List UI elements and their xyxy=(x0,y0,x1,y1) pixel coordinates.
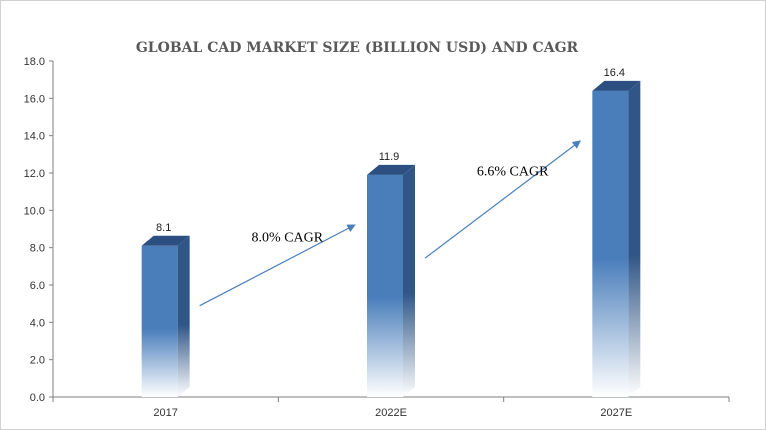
bar-front-face xyxy=(592,90,629,397)
y-tick-label: 0.0 xyxy=(30,392,45,404)
y-tick-label: 14.0 xyxy=(24,131,45,143)
bar-value-label: 16.4 xyxy=(604,67,625,79)
y-tick-label: 4.0 xyxy=(30,317,45,329)
bars: 8.1 11.9 16.4 xyxy=(141,67,641,397)
chart-title: GLOBAL CAD MARKET SIZE (BILLION USD) AND… xyxy=(136,40,579,56)
bar-2022E: 11.9 xyxy=(367,151,415,397)
cagr-label: 8.0% CAGR xyxy=(252,230,324,245)
y-tick-label: 10.0 xyxy=(24,205,45,217)
bar-value-label: 8.1 xyxy=(156,222,171,234)
x-tick-label: 2027E xyxy=(600,407,632,419)
cagr-arrow xyxy=(199,224,356,307)
cagr-label: 6.6% CAGR xyxy=(477,165,549,180)
bar-top-face xyxy=(141,235,190,246)
bar-side-face xyxy=(403,164,415,397)
x-tick-label: 2022E xyxy=(375,407,407,419)
axes: 0.0 2.0 4.0 6.0 8.0 10.0 12.0 14.0 16.0 18.0 2017 2… xyxy=(24,56,730,419)
y-tick-label: 2.0 xyxy=(30,355,45,367)
bar-top-face xyxy=(367,164,415,175)
cagr-arrow xyxy=(424,140,582,259)
y-tick-label: 8.0 xyxy=(30,243,45,255)
bar-2017: 8.1 xyxy=(141,222,190,397)
bar-front-face xyxy=(141,245,178,397)
x-tick-label: 2017 xyxy=(153,407,177,419)
bar-top-face xyxy=(592,80,641,91)
bar-value-label: 11.9 xyxy=(379,151,400,163)
y-tick-label: 16.0 xyxy=(24,93,45,105)
bar-side-face xyxy=(177,235,190,397)
y-tick-label: 18.0 xyxy=(24,56,45,68)
annotations: 8.0% CAGR 6.6% CAGR xyxy=(199,140,582,307)
bar-2027E: 16.4 xyxy=(592,67,641,397)
bar-side-face xyxy=(628,80,641,397)
y-tick-label: 6.0 xyxy=(30,280,45,292)
bar-front-face xyxy=(367,174,403,397)
y-tick-label: 12.0 xyxy=(24,168,45,180)
